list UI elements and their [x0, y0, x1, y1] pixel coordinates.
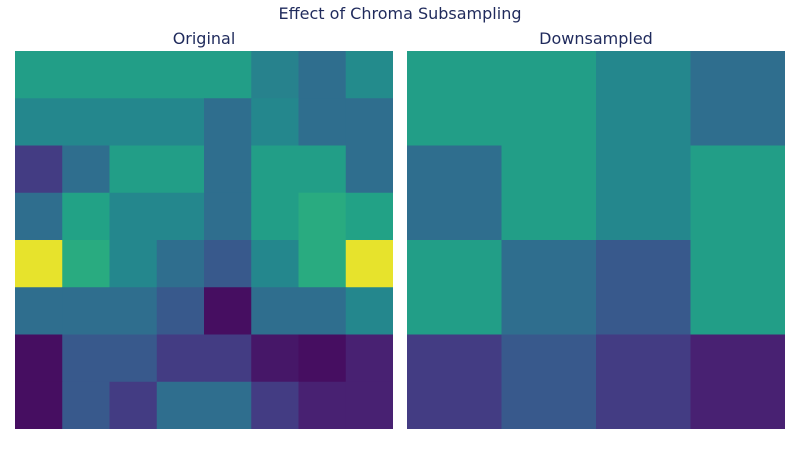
original-cell-r5-c1: [62, 287, 110, 335]
original-cell-r1-c4: [204, 98, 252, 146]
original-cell-r2-c7: [346, 146, 393, 194]
original-cell-r6-c1: [62, 335, 110, 383]
original-cell-r1-c3: [157, 98, 205, 146]
original-cell-r4-c5: [251, 240, 299, 288]
original-cell-r1-c2: [110, 98, 158, 146]
original-cell-r3-c0: [15, 193, 63, 241]
original-cell-r0-c4: [204, 51, 252, 99]
original-cell-r6-c2: [110, 335, 158, 383]
original-cell-r1-c7: [346, 98, 393, 146]
original-cell-r2-c1: [62, 146, 110, 194]
original-cell-r5-c6: [299, 287, 347, 335]
original-cell-r2-c2: [110, 146, 158, 194]
original-cell-r5-c5: [251, 287, 299, 335]
downsampled-cell-r0-c2: [596, 51, 691, 146]
original-cell-r7-c3: [157, 382, 205, 429]
downsampled-cell-r0-c1: [502, 51, 597, 146]
downsampled-cell-r3-c1: [502, 335, 597, 430]
original-cell-r3-c5: [251, 193, 299, 241]
figure-title: Effect of Chroma Subsampling: [0, 4, 800, 23]
original-cell-r4-c4: [204, 240, 252, 288]
original-cell-r6-c3: [157, 335, 205, 383]
original-cell-r4-c1: [62, 240, 110, 288]
original-cell-r1-c5: [251, 98, 299, 146]
heatmap-original: [15, 51, 393, 429]
downsampled-cell-r2-c2: [596, 240, 691, 335]
original-cell-r7-c5: [251, 382, 299, 429]
original-cell-r2-c0: [15, 146, 63, 194]
original-cell-r7-c2: [110, 382, 158, 429]
original-cell-r5-c2: [110, 287, 158, 335]
original-cell-r6-c4: [204, 335, 252, 383]
downsampled-cell-r1-c0: [407, 146, 502, 241]
original-cell-r4-c7: [346, 240, 393, 288]
original-cell-r1-c0: [15, 98, 63, 146]
original-cell-r2-c5: [251, 146, 299, 194]
downsampled-cell-r1-c3: [691, 146, 786, 241]
downsampled-cell-r0-c0: [407, 51, 502, 146]
downsampled-cell-r3-c2: [596, 335, 691, 430]
heatmap-downsampled: [407, 51, 785, 429]
original-cell-r3-c6: [299, 193, 347, 241]
original-cell-r6-c6: [299, 335, 347, 383]
original-cell-r3-c3: [157, 193, 205, 241]
original-cell-r5-c4: [204, 287, 252, 335]
original-cell-r3-c1: [62, 193, 110, 241]
original-cell-r3-c7: [346, 193, 393, 241]
original-cell-r2-c6: [299, 146, 347, 194]
original-cell-r4-c0: [15, 240, 63, 288]
panel-title-original: Original: [15, 29, 393, 48]
original-cell-r0-c0: [15, 51, 63, 99]
downsampled-cell-r0-c3: [691, 51, 786, 146]
downsampled-cell-r3-c0: [407, 335, 502, 430]
original-cell-r7-c0: [15, 382, 63, 429]
original-cell-r4-c2: [110, 240, 158, 288]
original-cell-r0-c3: [157, 51, 205, 99]
original-cell-r2-c4: [204, 146, 252, 194]
downsampled-cell-r3-c3: [691, 335, 786, 430]
downsampled-cell-r2-c1: [502, 240, 597, 335]
original-cell-r7-c4: [204, 382, 252, 429]
downsampled-cell-r1-c2: [596, 146, 691, 241]
original-cell-r5-c0: [15, 287, 63, 335]
original-cell-r7-c1: [62, 382, 110, 429]
original-cell-r5-c3: [157, 287, 205, 335]
original-cell-r5-c7: [346, 287, 393, 335]
original-cell-r1-c6: [299, 98, 347, 146]
original-cell-r0-c1: [62, 51, 110, 99]
original-cell-r3-c2: [110, 193, 158, 241]
original-cell-r6-c7: [346, 335, 393, 383]
original-cell-r3-c4: [204, 193, 252, 241]
original-cell-r0-c6: [299, 51, 347, 99]
original-cell-r2-c3: [157, 146, 205, 194]
downsampled-cell-r1-c1: [502, 146, 597, 241]
original-cell-r7-c6: [299, 382, 347, 429]
original-cell-r0-c7: [346, 51, 393, 99]
downsampled-cell-r2-c3: [691, 240, 786, 335]
original-cell-r4-c3: [157, 240, 205, 288]
panel-title-downsampled: Downsampled: [407, 29, 785, 48]
original-cell-r6-c0: [15, 335, 63, 383]
downsampled-cell-r2-c0: [407, 240, 502, 335]
original-cell-r4-c6: [299, 240, 347, 288]
original-cell-r0-c5: [251, 51, 299, 99]
original-cell-r1-c1: [62, 98, 110, 146]
original-cell-r0-c2: [110, 51, 158, 99]
original-cell-r7-c7: [346, 382, 393, 429]
original-cell-r6-c5: [251, 335, 299, 383]
